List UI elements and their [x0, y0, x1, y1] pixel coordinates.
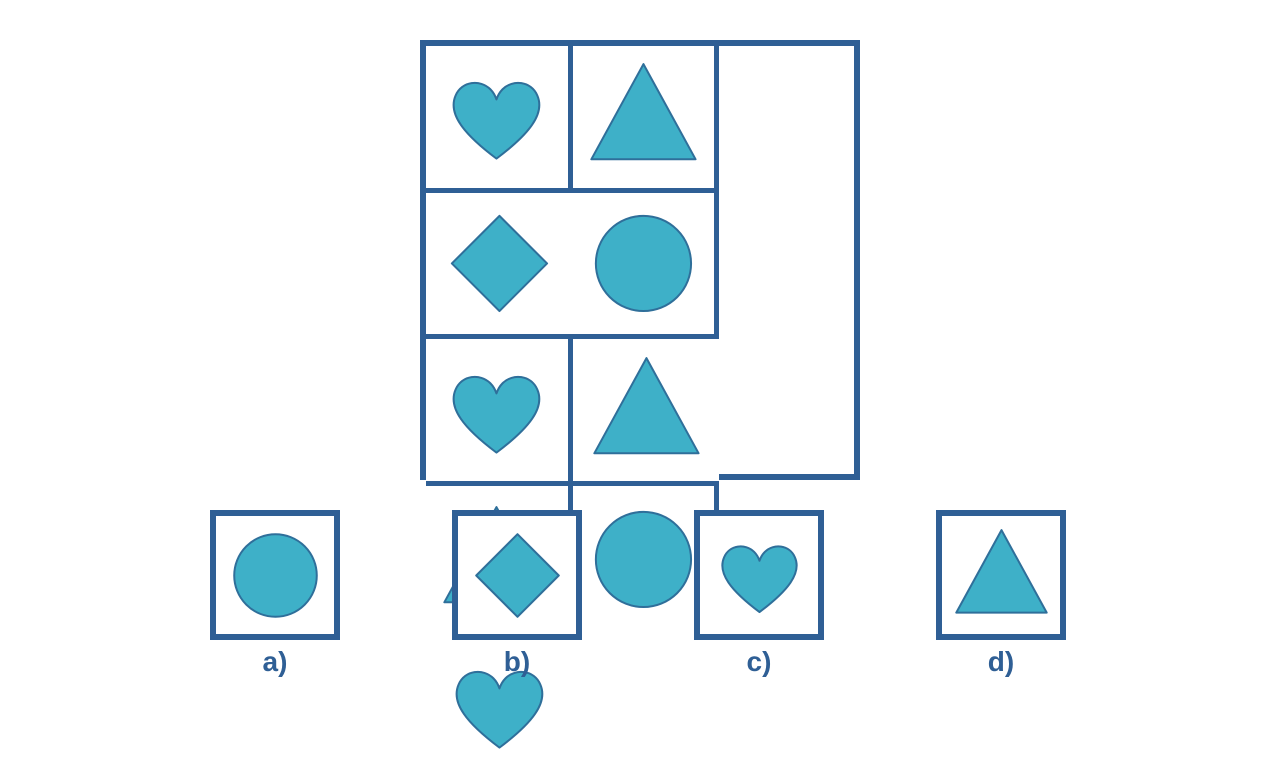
grid-cell	[573, 46, 720, 193]
answer-option[interactable]: c)	[694, 510, 824, 678]
circle-icon	[576, 196, 711, 331]
grid-cell	[426, 46, 573, 193]
diamond-icon	[432, 196, 567, 331]
heart-icon	[429, 49, 564, 184]
grid-cell	[426, 339, 573, 486]
circle-icon	[217, 517, 334, 634]
puzzle-page: a) b) c) d)	[0, 0, 1280, 720]
answer-option[interactable]: d)	[936, 510, 1066, 678]
grid-cell	[573, 339, 720, 486]
answer-option[interactable]: b)	[452, 510, 582, 678]
answer-label: d)	[988, 646, 1014, 678]
diamond-icon	[459, 517, 576, 634]
answer-label: b)	[504, 646, 530, 678]
triangle-icon	[576, 49, 711, 184]
answer-box	[210, 510, 340, 640]
grid-cell	[573, 193, 720, 340]
answer-label: a)	[263, 646, 288, 678]
answer-option[interactable]: a)	[210, 510, 340, 678]
triangle-icon	[943, 517, 1060, 634]
answer-box	[694, 510, 824, 640]
answer-box	[936, 510, 1066, 640]
heart-icon	[429, 343, 564, 478]
main-grid	[420, 40, 860, 480]
answer-box	[452, 510, 582, 640]
grid-cell	[426, 193, 573, 340]
answers-row: a) b) c) d)	[210, 510, 1066, 678]
heart-icon	[701, 517, 818, 634]
answer-label: c)	[747, 646, 772, 678]
triangle-icon	[579, 343, 714, 478]
